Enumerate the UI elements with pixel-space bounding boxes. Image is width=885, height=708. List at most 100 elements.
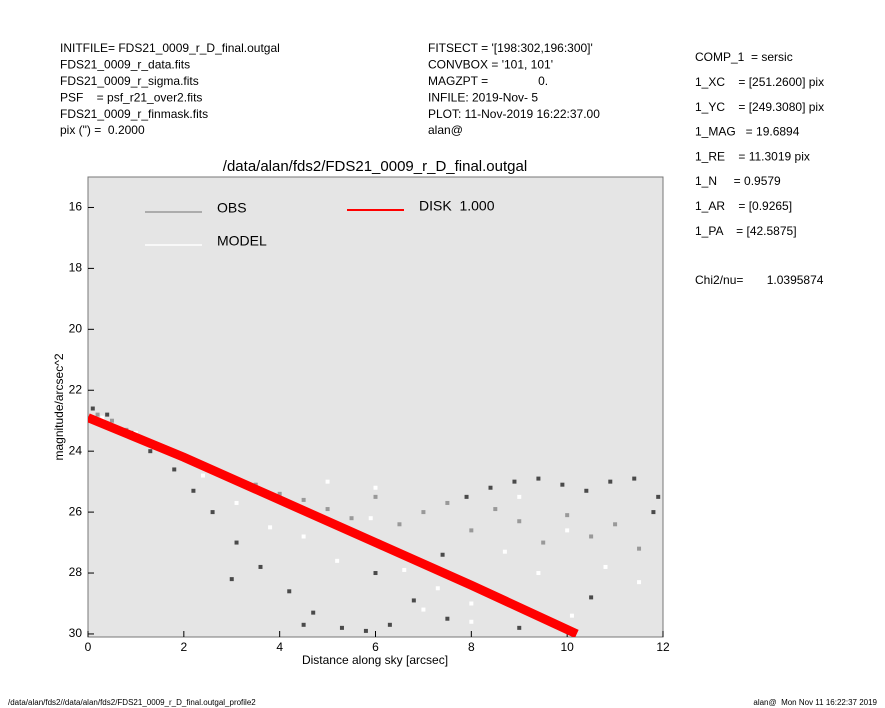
x-tick-label: 4 bbox=[276, 640, 283, 654]
data-point bbox=[109, 418, 114, 423]
fit-parameter: COMP_1 = sersic bbox=[695, 50, 793, 64]
data-point bbox=[517, 519, 522, 524]
data-point bbox=[464, 494, 469, 499]
data-point bbox=[637, 546, 642, 551]
data-point bbox=[651, 510, 656, 515]
data-point bbox=[234, 500, 239, 505]
data-point bbox=[172, 467, 177, 472]
data-point bbox=[335, 558, 340, 563]
data-point bbox=[229, 577, 234, 582]
header-middle-line: FITSECT = '[198:302,196:300]' bbox=[428, 41, 593, 55]
fit-parameter: 1_N = 0.9579 bbox=[695, 174, 781, 188]
data-point bbox=[373, 571, 378, 576]
header-middle-line: CONVBOX = '101, 101' bbox=[428, 58, 553, 72]
y-tick-label: 30 bbox=[69, 626, 83, 640]
fit-parameter: 1_YC = [249.3080] pix bbox=[695, 100, 824, 114]
data-point bbox=[397, 522, 402, 527]
data-point bbox=[512, 479, 517, 484]
chart-title: /data/alan/fds2/FDS21_0009_r_D_final.out… bbox=[223, 158, 527, 175]
y-tick-label: 24 bbox=[69, 443, 83, 457]
x-tick-label: 10 bbox=[560, 640, 574, 654]
chi2: Chi2/nu= 1.0395874 bbox=[695, 273, 824, 287]
data-point bbox=[565, 513, 570, 518]
data-point bbox=[569, 613, 574, 618]
x-tick-label: 12 bbox=[656, 640, 670, 654]
x-tick-label: 8 bbox=[468, 640, 475, 654]
data-point bbox=[603, 564, 608, 569]
header-middle-line: MAGZPT = 0. bbox=[428, 74, 548, 88]
header-left-line: PSF = psf_r21_over2.fits bbox=[60, 90, 202, 104]
data-point bbox=[325, 479, 330, 484]
data-point bbox=[301, 497, 306, 502]
y-tick-label: 18 bbox=[69, 261, 83, 275]
data-point bbox=[536, 571, 541, 576]
data-point bbox=[488, 485, 493, 490]
fit-parameter: 1_MAG = 19.6894 bbox=[695, 125, 800, 139]
data-point bbox=[363, 628, 368, 633]
fit-parameter: 1_XC = [251.2600] pix bbox=[695, 75, 824, 89]
series-group bbox=[88, 406, 661, 637]
data-point bbox=[435, 586, 440, 591]
data-point bbox=[536, 476, 541, 481]
y-tick-label: 20 bbox=[69, 321, 83, 335]
data-point bbox=[105, 412, 110, 417]
header-middle-line: alan@ bbox=[428, 123, 463, 137]
data-point bbox=[517, 625, 522, 630]
data-point bbox=[469, 528, 474, 533]
data-line bbox=[88, 413, 579, 637]
fit-parameter: 1_RE = 11.3019 pix bbox=[695, 149, 810, 163]
header-middle-line: PLOT: 11-Nov-2019 16:22:37.00 bbox=[428, 107, 600, 121]
data-point bbox=[100, 415, 105, 420]
data-point bbox=[301, 534, 306, 539]
data-point bbox=[469, 619, 474, 624]
data-point bbox=[411, 598, 416, 603]
data-point bbox=[339, 625, 344, 630]
data-point bbox=[560, 482, 565, 487]
x-tick-label: 0 bbox=[85, 640, 92, 654]
fit-parameter: 1_PA = [42.5875] bbox=[695, 224, 797, 238]
data-point bbox=[421, 607, 426, 612]
data-point bbox=[613, 522, 618, 527]
y-tick-label: 26 bbox=[69, 504, 83, 518]
y-tick-label: 28 bbox=[69, 565, 83, 579]
data-point bbox=[311, 610, 316, 615]
data-point bbox=[258, 564, 263, 569]
header-left-line: INITFILE= FDS21_0009_r_D_final.outgal bbox=[60, 41, 280, 55]
data-point bbox=[541, 540, 546, 545]
data-point bbox=[95, 412, 100, 417]
data-point bbox=[584, 488, 589, 493]
data-point bbox=[565, 528, 570, 533]
footer-right: alan@ Mon Nov 11 16:22:37 2019 bbox=[753, 698, 877, 707]
data-point bbox=[445, 500, 450, 505]
data-point bbox=[469, 601, 474, 606]
data-point bbox=[287, 589, 292, 594]
data-point bbox=[349, 516, 354, 521]
data-point bbox=[589, 595, 594, 600]
data-point bbox=[148, 449, 153, 454]
header-middle-line: INFILE: 2019-Nov- 5 bbox=[428, 90, 538, 104]
data-point bbox=[210, 510, 215, 515]
data-point bbox=[325, 507, 330, 512]
data-point bbox=[440, 552, 445, 557]
y-tick-label: 22 bbox=[69, 382, 83, 396]
y-tick-label: 16 bbox=[69, 200, 83, 214]
data-point bbox=[632, 476, 637, 481]
legend-label: OBS bbox=[217, 200, 247, 216]
data-point bbox=[608, 479, 613, 484]
data-point bbox=[637, 580, 642, 585]
legend-label: DISK 1.000 bbox=[419, 198, 495, 214]
x-axis-label: Distance along sky [arcsec] bbox=[302, 653, 448, 667]
data-point bbox=[387, 622, 392, 627]
x-tick-label: 6 bbox=[372, 640, 379, 654]
header-left-line: FDS21_0009_r_sigma.fits bbox=[60, 74, 199, 88]
header-left-line: FDS21_0009_r_finmask.fits bbox=[60, 107, 208, 121]
data-point bbox=[201, 473, 205, 478]
plot-area bbox=[87, 176, 664, 638]
x-tick-label: 2 bbox=[180, 640, 187, 654]
footer-left: /data/alan/fds2//data/alan/fds2/FDS21_00… bbox=[8, 698, 256, 707]
data-point bbox=[445, 616, 450, 621]
data-point bbox=[589, 534, 594, 539]
data-point bbox=[402, 567, 407, 572]
data-point bbox=[421, 510, 426, 515]
